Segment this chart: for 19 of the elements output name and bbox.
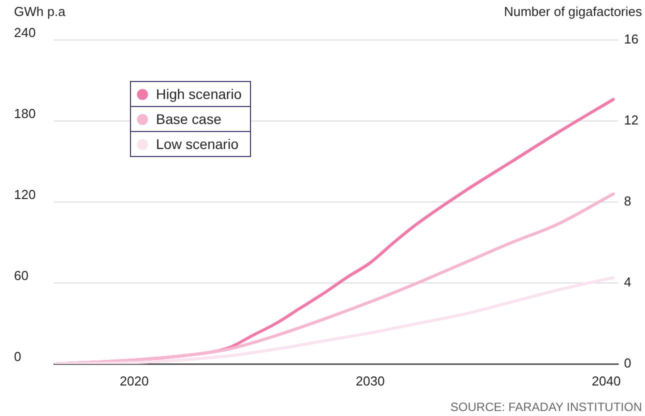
- y-tick-label: 60: [14, 268, 28, 284]
- y2-axis-title: Number of gigafactories: [504, 4, 642, 19]
- x-tick-label: 2030: [356, 373, 385, 388]
- y2-tick-label: 8: [624, 194, 632, 209]
- y-tick-label: 120: [14, 187, 36, 202]
- y-tick-label: 180: [14, 106, 36, 122]
- y-tick-label: 240: [14, 25, 36, 40]
- legend-label: Base case: [156, 111, 222, 127]
- y2-tick-label: 0: [624, 356, 632, 371]
- x-tick-label: 2040: [592, 373, 621, 388]
- y-tick-label: 0: [14, 349, 22, 364]
- y2-tick-label: 4: [624, 274, 632, 290]
- source-note: SOURCE: FARADAY INSTITUTION: [450, 400, 642, 414]
- y2-tick-label: 12: [624, 112, 638, 128]
- x-tick-label: 2020: [120, 373, 149, 388]
- y2-tick-label: 16: [624, 32, 638, 47]
- legend-label: Low scenario: [156, 136, 238, 152]
- legend-label: High scenario: [156, 86, 242, 102]
- y-axis-title: GWh p.a: [14, 4, 66, 19]
